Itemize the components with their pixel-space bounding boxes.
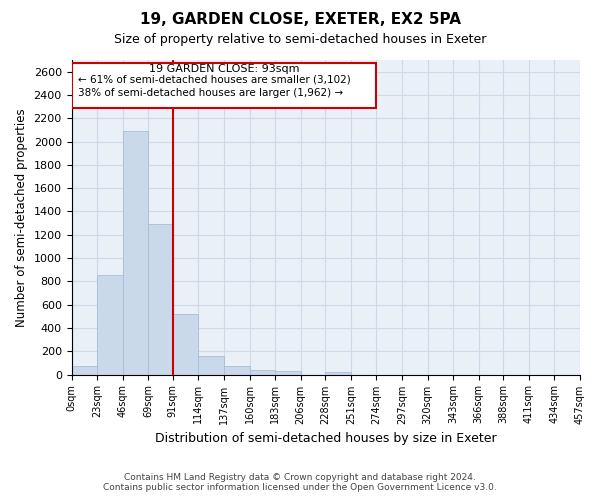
Bar xyxy=(325,372,351,374)
Text: 19, GARDEN CLOSE, EXETER, EX2 5PA: 19, GARDEN CLOSE, EXETER, EX2 5PA xyxy=(139,12,461,28)
Bar xyxy=(123,131,148,374)
Bar xyxy=(71,64,376,108)
Bar xyxy=(97,275,123,374)
Text: Contains HM Land Registry data © Crown copyright and database right 2024.
Contai: Contains HM Land Registry data © Crown c… xyxy=(103,473,497,492)
Bar xyxy=(275,371,301,374)
Bar xyxy=(199,356,224,374)
Bar xyxy=(250,370,275,374)
Bar xyxy=(173,314,199,374)
Text: Size of property relative to semi-detached houses in Exeter: Size of property relative to semi-detach… xyxy=(114,32,486,46)
Text: 19 GARDEN CLOSE: 93sqm: 19 GARDEN CLOSE: 93sqm xyxy=(149,64,299,74)
Bar xyxy=(71,366,97,374)
Bar xyxy=(224,366,250,374)
Text: ← 61% of semi-detached houses are smaller (3,102): ← 61% of semi-detached houses are smalle… xyxy=(78,74,351,85)
Text: 38% of semi-detached houses are larger (1,962) →: 38% of semi-detached houses are larger (… xyxy=(78,88,343,98)
X-axis label: Distribution of semi-detached houses by size in Exeter: Distribution of semi-detached houses by … xyxy=(155,432,497,445)
Y-axis label: Number of semi-detached properties: Number of semi-detached properties xyxy=(15,108,28,326)
Bar xyxy=(148,224,173,374)
